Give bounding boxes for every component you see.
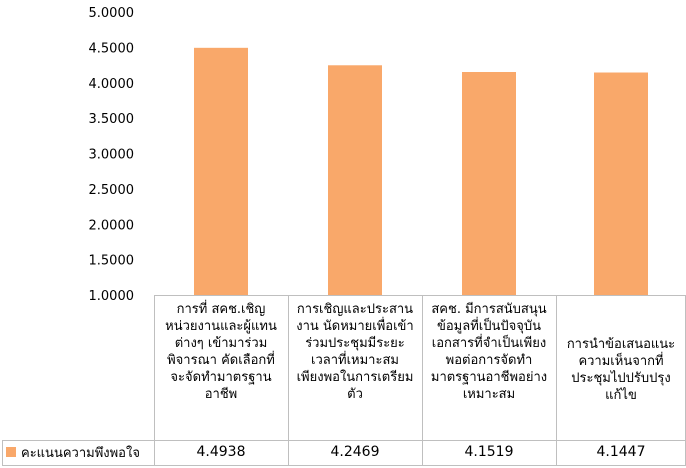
legend-series-name: คะแนนความพึงพอใจ — [21, 445, 140, 461]
x-category-label: สคช. มีการสนับสนุนข้อมูลที่เป็นปัจจุบันเ… — [430, 302, 548, 402]
data-table-value: 4.4938 — [196, 444, 246, 460]
y-tick-label: 3.0000 — [89, 148, 135, 163]
bar — [462, 72, 516, 295]
y-tick-label: 5.0000 — [89, 6, 135, 21]
data-table-value: 4.2469 — [330, 444, 380, 460]
bars — [194, 47, 648, 296]
data-table-value: 4.1519 — [464, 444, 514, 460]
legend-swatch — [6, 447, 16, 457]
y-tick-label: 4.0000 — [89, 77, 135, 92]
bar — [328, 65, 382, 295]
x-category-label: การเชิญและประสานงาน นัดหมายเพื่อเข้าร่วม… — [296, 302, 414, 402]
x-category-label: การที่ สคช.เชิญหน่วยงานและผู้แทนต่างๆ เข… — [165, 302, 277, 402]
y-tick-label: 3.5000 — [89, 112, 135, 127]
legend: คะแนนความพึงพอใจ — [6, 440, 140, 464]
y-tick-label: 2.0000 — [89, 218, 135, 233]
x-category-label: การนำข้อเสนอแนะความเห็นจากที่ประชุมไปปรั… — [566, 336, 676, 403]
y-tick-label: 4.5000 — [89, 41, 135, 56]
data-table-value: 4.1447 — [596, 444, 646, 460]
y-tick-label: 2.5000 — [89, 183, 135, 198]
y-axis-ticks: 1.0000 1.5000 2.0000 2.5000 3.0000 3.5000 4.00… — [89, 6, 135, 304]
table-grid — [2, 295, 686, 466]
y-tick-label: 1.5000 — [89, 254, 135, 269]
y-tick-label: 1.0000 — [89, 289, 135, 304]
bar — [194, 47, 248, 296]
bar — [594, 72, 648, 295]
